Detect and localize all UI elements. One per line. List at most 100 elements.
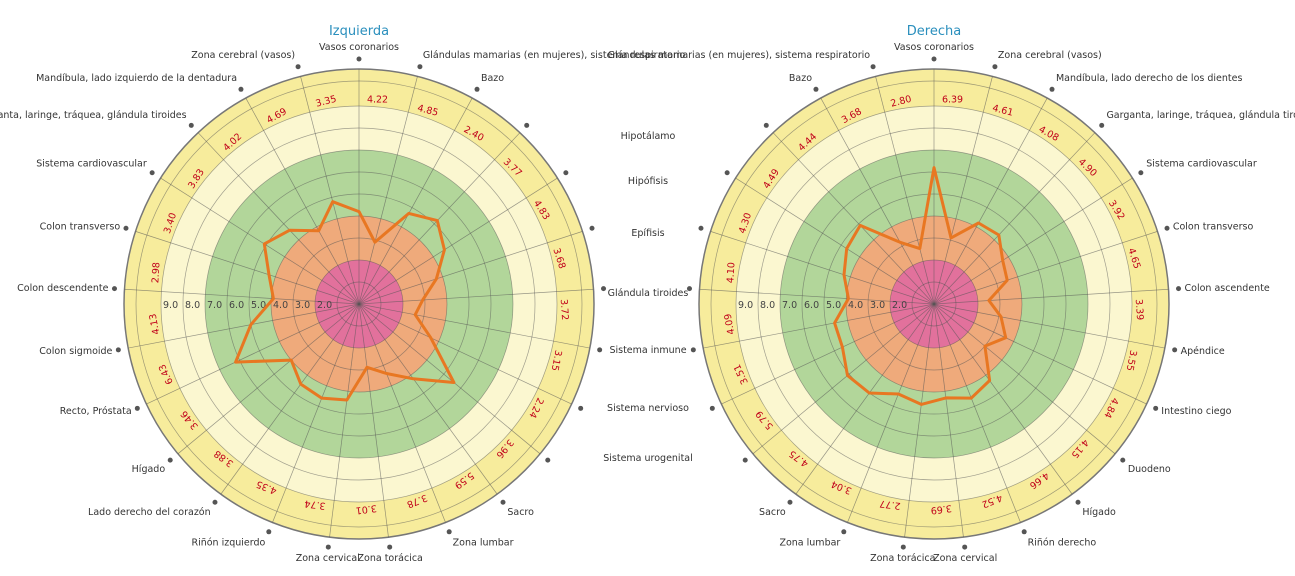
spoke: [703, 303, 935, 349]
spoke: [160, 177, 360, 305]
data-point: [897, 392, 900, 396]
spoke-end-dot: [763, 122, 769, 128]
spoke-end-dot: [123, 225, 129, 231]
data-point: [407, 212, 411, 215]
ring-value-label: 4.22: [367, 94, 388, 105]
spoke-end-dot: [1172, 347, 1178, 353]
spoke: [933, 231, 1158, 305]
spoke-label: Zona cervical: [296, 553, 360, 564]
data-point: [412, 377, 415, 380]
spoke: [358, 303, 541, 455]
data-point: [421, 298, 424, 302]
axis-tick-label: 3.0: [870, 300, 885, 311]
ring-value-label: 4.10: [725, 262, 737, 284]
data-point: [988, 379, 991, 382]
data-point: [331, 200, 334, 203]
data-point: [317, 229, 320, 232]
spoke: [329, 303, 360, 538]
data-point: [299, 382, 303, 386]
spoke-end-dot: [149, 170, 155, 176]
spoke-end-dot: [742, 457, 748, 463]
spoke: [358, 303, 590, 349]
spoke: [358, 303, 572, 405]
spoke: [245, 97, 360, 305]
data-point: [970, 396, 973, 400]
ring-value-label: 2.98: [150, 262, 162, 284]
spoke-label: Sistema cardiovascular: [1146, 159, 1257, 170]
spoke-end-dot: [524, 122, 530, 128]
data-point: [845, 247, 848, 250]
spoke: [752, 303, 935, 455]
spoke-label: Vasos coronarios: [319, 42, 399, 53]
spoke-end-dot: [563, 170, 569, 176]
spoke: [795, 303, 935, 495]
spoke-end-dot: [841, 529, 847, 535]
spoke-end-dot: [709, 405, 715, 411]
center-label: Glándula tiroides: [608, 288, 689, 299]
spoke-end-dot: [545, 457, 551, 463]
spoke-end-dot: [962, 544, 968, 550]
spoke: [358, 303, 389, 538]
axis-tick-label: 7.0: [782, 300, 797, 311]
spoke-end-dot: [686, 286, 692, 292]
data-point: [977, 221, 980, 225]
spoke: [933, 97, 1048, 305]
axis-tick-label: 9.0: [738, 300, 753, 311]
spoke-end-dot: [1176, 286, 1182, 292]
spoke: [820, 97, 935, 305]
spoke-end-dot: [417, 64, 423, 70]
spoke-label: Zona cervical: [933, 553, 997, 564]
left-radar-chart: 2.03.04.05.06.07.08.09.04.224.852.403.77…: [0, 42, 685, 564]
spoke-label: Intestino ciego: [1161, 406, 1231, 417]
spoke: [358, 288, 594, 305]
spoke-end-dot: [325, 544, 331, 550]
spoke-label: Glándulas mamarias (en mujeres), sistema…: [608, 50, 871, 61]
ring-value-label: 3.35: [315, 94, 338, 110]
data-point: [859, 224, 862, 227]
data-point: [249, 323, 253, 326]
spoke-end-dot: [1120, 457, 1126, 463]
axis-tick-label: 2.0: [317, 300, 332, 311]
spoke-end-dot: [1153, 405, 1159, 411]
axis-tick-label: 5.0: [251, 300, 266, 311]
spoke-end-dot: [870, 64, 876, 70]
spoke-label: Colon sigmoide: [39, 346, 112, 357]
axis-tick-label: 9.0: [163, 300, 178, 311]
data-point: [842, 273, 846, 276]
spoke: [721, 303, 935, 405]
spoke: [933, 303, 1021, 523]
spoke-label: Lado derecho del corazón: [88, 507, 211, 518]
data-point: [920, 403, 923, 406]
spoke-label: Sacro: [507, 507, 534, 518]
spoke: [933, 288, 1169, 305]
spoke: [933, 132, 1096, 305]
axis-tick-label: 8.0: [760, 300, 775, 311]
spoke: [933, 303, 1073, 495]
spoke-label: Zona torácica: [870, 553, 935, 564]
data-point: [429, 336, 432, 339]
ring-value-label: 3.72: [558, 299, 570, 321]
spoke-end-dot: [1075, 499, 1081, 505]
spoke: [933, 303, 964, 538]
axis-tick-label: 4.0: [848, 300, 863, 311]
data-point: [868, 391, 871, 395]
data-point: [1006, 279, 1009, 282]
data-point: [1004, 336, 1007, 339]
spoke-label: Sacro: [759, 507, 786, 518]
spoke-end-dot: [111, 286, 117, 292]
ring-value-label: 3.39: [1133, 299, 1145, 321]
spoke: [933, 303, 1165, 349]
spoke: [772, 132, 935, 305]
spoke: [358, 303, 498, 495]
data-point: [898, 241, 902, 244]
spoke-label: Glándulas mamarias (en mujeres), sistema…: [423, 50, 686, 61]
spoke-label: Mandíbula, lado derecho de los dientes: [1056, 73, 1242, 84]
ring-value-label: 3.01: [355, 502, 377, 516]
center-labels: Hipotálamo Hipófisis Epífisis Glándula t…: [603, 131, 693, 464]
spoke-end-dot: [787, 499, 793, 505]
axis-tick-label: 3.0: [295, 300, 310, 311]
spoke-label: Zona torácica: [358, 553, 423, 564]
spoke: [358, 177, 558, 305]
data-point: [272, 297, 275, 300]
